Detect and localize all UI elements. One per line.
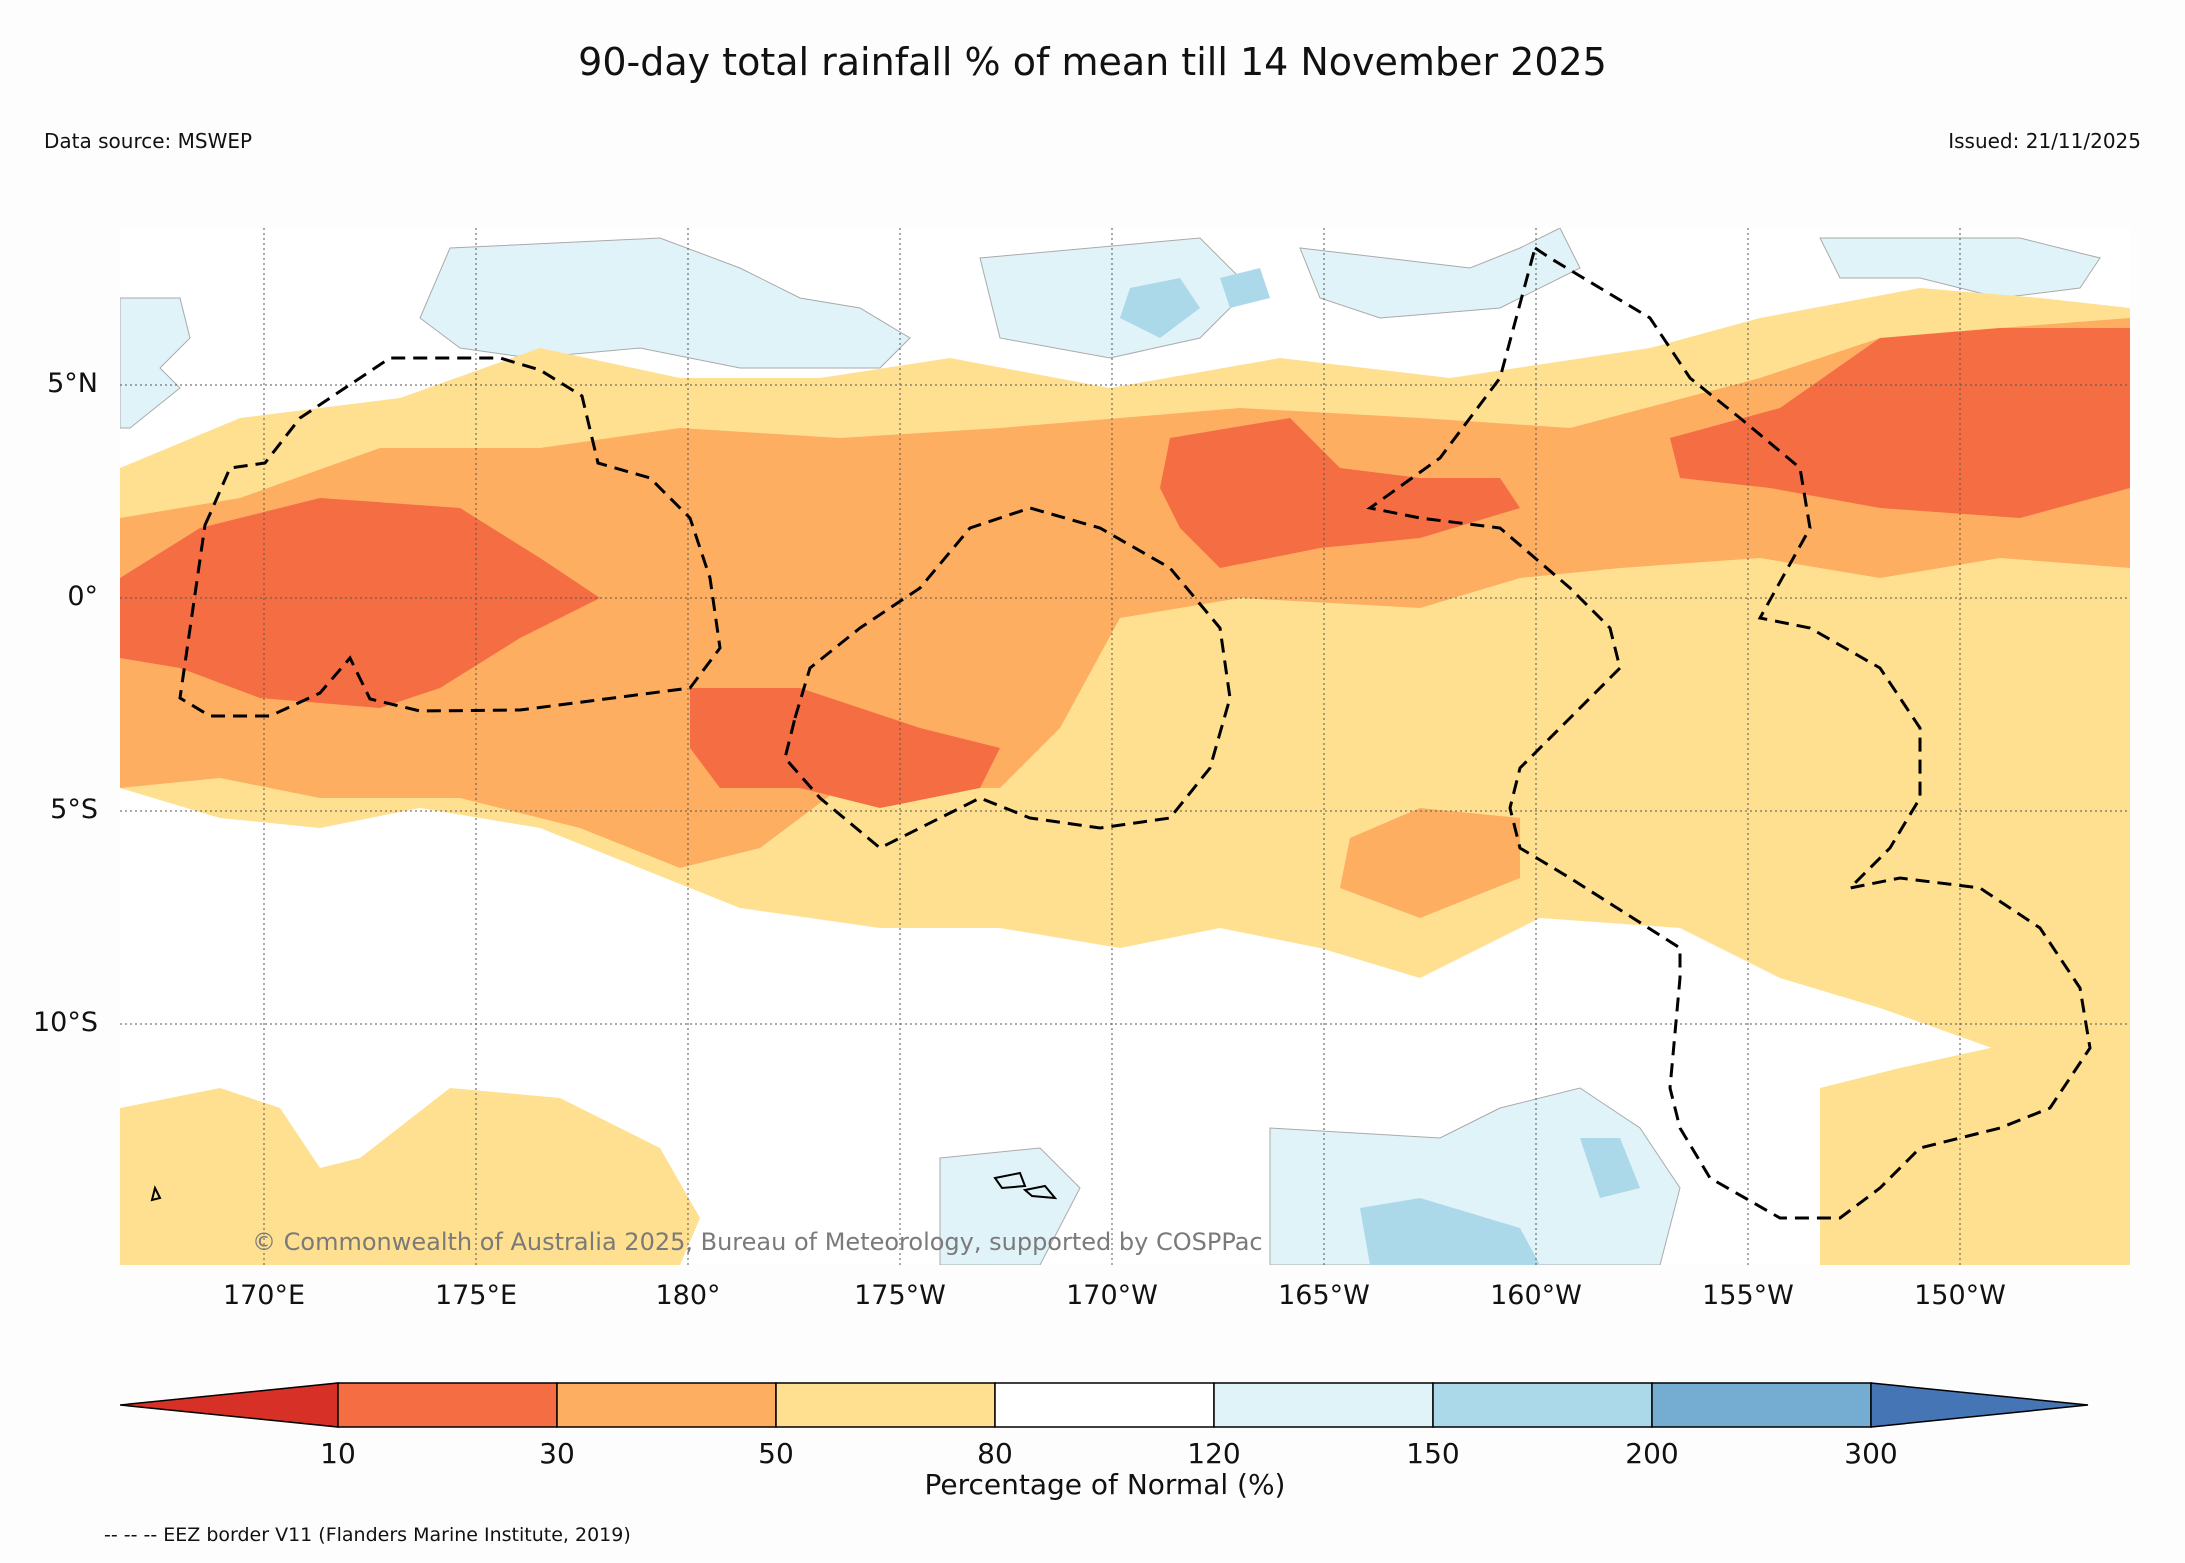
wetter-area-south — [1360, 1138, 1640, 1265]
colorbar-segment-120-150 — [1213, 1382, 1434, 1428]
colorbar-tick-80: 80 — [977, 1437, 1013, 1470]
wet-area-north — [120, 228, 2101, 429]
lon-label-175e: 175°E — [434, 1280, 518, 1311]
colorbar — [120, 1382, 2089, 1428]
colorbar-tick-30: 30 — [539, 1437, 575, 1470]
copyright-watermark: © Commonwealth of Australia 2025, Bureau… — [252, 1228, 1263, 1256]
very-dry-area-far-east — [1670, 328, 2130, 518]
lon-label-175w: 175°W — [854, 1280, 946, 1311]
colorbar-segment-200-300 — [1651, 1382, 1872, 1428]
lon-label-155w: 155°W — [1702, 1280, 1794, 1311]
lon-label-170w: 170°W — [1066, 1280, 1158, 1311]
colorbar-segment-10-30 — [337, 1382, 558, 1428]
lat-label-5n: 5°N — [47, 368, 98, 399]
colorbar-segment-150-200 — [1432, 1382, 1653, 1428]
very-dry-area-central — [690, 688, 1000, 808]
lon-label-150w: 150°W — [1914, 1280, 2006, 1311]
dry-band-30-50-south — [1340, 808, 1520, 918]
rainfall-map — [120, 228, 2130, 1265]
lat-label-0: 0° — [67, 581, 98, 612]
lat-label-5s: 5°S — [50, 794, 98, 825]
colorbar-segment-30-50 — [556, 1382, 777, 1428]
colorbar-tick-300: 300 — [1844, 1437, 1898, 1470]
colorbar-tick-120: 120 — [1187, 1437, 1241, 1470]
wetter-area-north — [1120, 268, 1270, 338]
dry-area-south-west — [120, 1088, 700, 1265]
dry-band-30-50 — [120, 318, 2130, 868]
lat-label-10s: 10°S — [33, 1007, 98, 1038]
very-dry-area-east — [1160, 418, 1520, 568]
colorbar-extend-high — [1870, 1382, 2089, 1428]
colorbar-tick-200: 200 — [1625, 1437, 1679, 1470]
colorbar-tick-10: 10 — [320, 1437, 356, 1470]
lon-label-170e: 170°E — [222, 1280, 306, 1311]
colorbar-tick-50: 50 — [758, 1437, 794, 1470]
issued-date: Issued: 21/11/2025 — [1948, 129, 2141, 153]
colorbar-label: Percentage of Normal (%) — [924, 1468, 1286, 1501]
lon-label-180: 180° — [655, 1280, 721, 1311]
very-dry-area-west — [120, 498, 600, 708]
colorbar-segment-50-80 — [775, 1382, 996, 1428]
islands — [150, 1171, 1058, 1202]
lon-label-160w: 160°W — [1490, 1280, 1582, 1311]
colorbar-tick-150: 150 — [1406, 1437, 1460, 1470]
graticule — [120, 228, 2130, 1265]
data-source: Data source: MSWEP — [44, 129, 253, 153]
eez-legend-note: -- -- -- EEZ border V11 (Flanders Marine… — [104, 1524, 631, 1546]
lon-label-165w: 165°W — [1278, 1280, 1370, 1311]
colorbar-segment-80-120 — [994, 1382, 1215, 1428]
eez-borders — [178, 245, 2092, 1220]
dry-area-south-east — [1820, 1018, 2130, 1265]
map-title: 90-day total rainfall % of mean till 14 … — [578, 40, 1607, 84]
colorbar-extend-low — [120, 1382, 339, 1428]
